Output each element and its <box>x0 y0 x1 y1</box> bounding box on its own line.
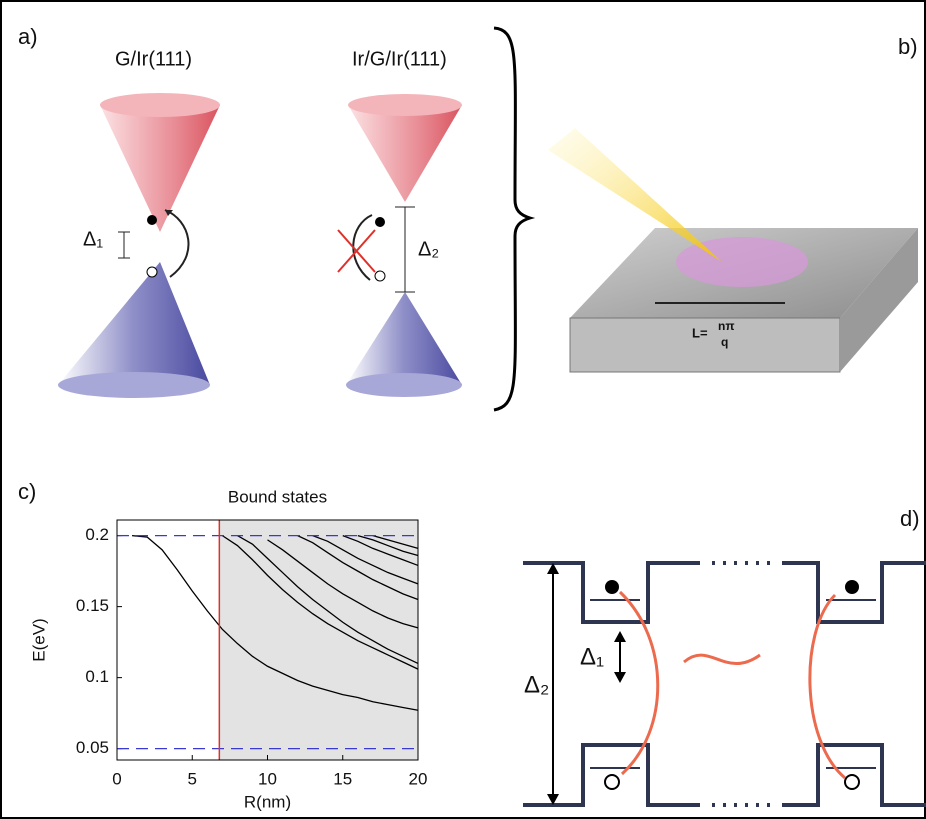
x-tick-label: 5 <box>188 769 197 788</box>
panel-label: a) <box>18 24 38 49</box>
panel-label: b) <box>898 34 918 59</box>
x-tick-label: 10 <box>258 769 277 788</box>
x-axis-label: R(nm) <box>244 792 291 811</box>
y-tick-label: 0.15 <box>76 596 109 615</box>
gap-label: Δ₂ <box>524 671 549 698</box>
y-tick-label: 0.2 <box>85 525 109 544</box>
length-formula: q <box>721 335 728 349</box>
gap-label: Δ₂ <box>418 238 439 260</box>
panel-label: d) <box>900 506 920 531</box>
x-tick-label: 0 <box>112 769 121 788</box>
chart-title: Bound states <box>228 487 327 506</box>
gap-label: Δ₁ <box>580 643 604 670</box>
x-tick-label: 20 <box>409 769 428 788</box>
length-formula: L= <box>692 325 708 340</box>
cone-title: Ir/G/Ir(111) <box>352 48 447 70</box>
y-tick-label: 0.05 <box>76 738 109 757</box>
length-formula: nπ <box>718 319 735 333</box>
y-tick-label: 0.1 <box>85 667 109 686</box>
y-axis-label: E(eV) <box>29 618 48 661</box>
cone-title: G/Ir(111) <box>115 48 192 70</box>
gap-label: Δ₁ <box>83 228 103 250</box>
panel-label: c) <box>18 479 36 504</box>
x-tick-label: 15 <box>333 769 352 788</box>
figure: a) G/Ir(111) Ir/G/Ir(111) Δ₁ Δ₂ b) L= nπ… <box>0 0 926 819</box>
